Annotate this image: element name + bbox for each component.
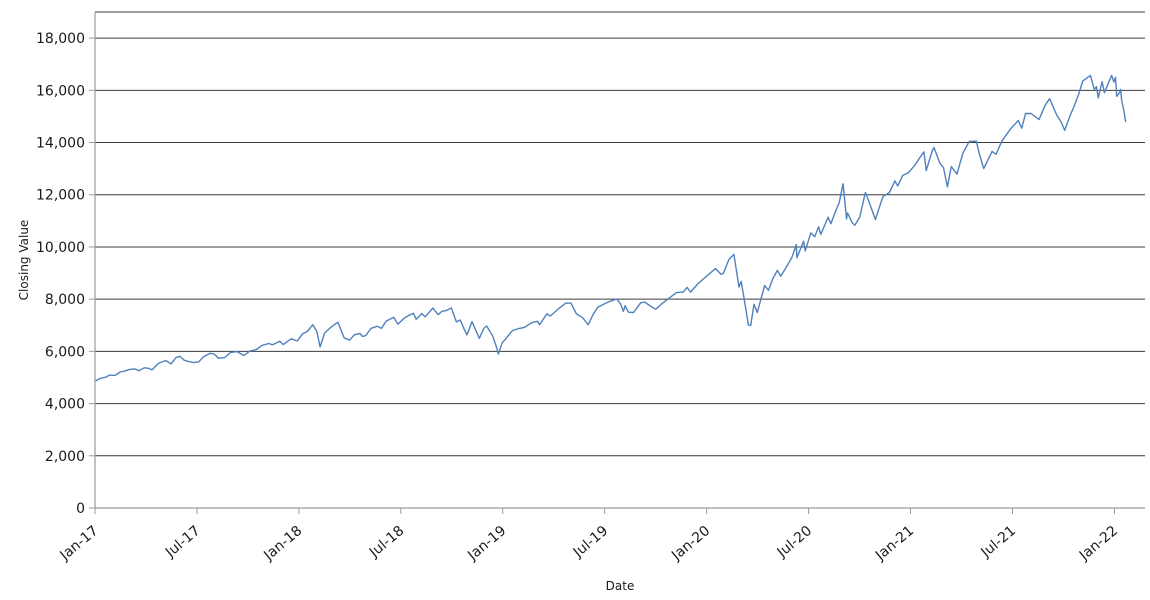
x-tick-label: Jan-17 — [56, 523, 101, 564]
closing-value-series-line — [95, 74, 1127, 382]
y-tick-label: 6,000 — [45, 344, 85, 360]
x-tick-label: Jul-19 — [570, 523, 612, 561]
y-tick-label: 4,000 — [45, 397, 85, 413]
x-tick-label: Jul-17 — [162, 523, 204, 561]
y-tick-label: 12,000 — [36, 188, 85, 204]
x-tick-label: Jan-22 — [1076, 523, 1121, 564]
x-tick-label: Jan-20 — [668, 523, 713, 564]
y-tick-label: 16,000 — [36, 83, 85, 99]
y-tick-label: 10,000 — [36, 240, 85, 256]
x-tick-label: Jan-21 — [872, 523, 917, 564]
x-tick-label: Jan-18 — [260, 523, 305, 564]
x-axis-title: Date — [605, 579, 635, 593]
x-tick-label: Jul-20 — [774, 523, 816, 561]
y-axis-title: Closing Value — [17, 219, 31, 301]
y-tick-label: 14,000 — [36, 136, 85, 152]
x-tick-label: Jul-21 — [978, 523, 1020, 561]
y-tick-label: 18,000 — [36, 31, 85, 47]
x-tick-label: Jul-18 — [366, 523, 408, 561]
y-tick-label: 2,000 — [45, 449, 85, 465]
y-tick-label: 8,000 — [45, 292, 85, 308]
y-tick-label: 0 — [76, 501, 85, 517]
x-tick-label: Jan-19 — [464, 523, 509, 564]
